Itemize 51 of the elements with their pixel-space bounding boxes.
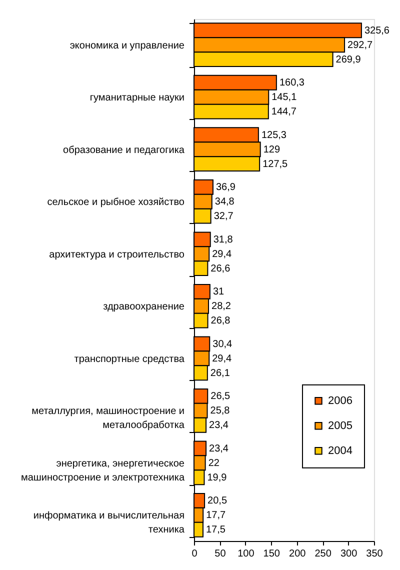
x-tick-label: 350	[366, 548, 384, 560]
x-tick-label: 100	[238, 548, 255, 560]
data-label: 17,7	[206, 510, 226, 522]
data-label: 127,5	[262, 158, 288, 170]
legend-label: 2004	[328, 444, 352, 457]
data-label: 29,4	[212, 248, 232, 260]
data-label: 160,3	[279, 78, 305, 89]
data-label: 23,4	[209, 420, 229, 432]
x-tick-label: 50	[214, 548, 226, 560]
data-label: 36,9	[216, 182, 236, 194]
y-tick-label: здравоохранение	[103, 302, 185, 313]
y-tick-label: образование и педагогика	[63, 144, 185, 156]
y-tick-label: металлургия, машиностроение и металообработка	[32, 406, 185, 432]
data-label: 25,8	[210, 406, 230, 417]
data-label: 34,8	[214, 196, 235, 208]
legend-label: 2005	[328, 420, 352, 432]
data-label: 31,8	[213, 234, 234, 246]
data-label: 19,9	[207, 472, 228, 484]
data-label: 26,5	[210, 391, 231, 402]
data-label: 26,8	[210, 316, 231, 327]
x-tick-label: 300	[340, 548, 358, 560]
data-label: 22	[208, 458, 220, 469]
data-label: 129	[263, 144, 280, 156]
data-label: 29,4	[212, 353, 232, 364]
data-label: 20,5	[208, 496, 228, 507]
y-tick-label: экономика и управление	[70, 40, 185, 52]
data-label: 269,9	[336, 54, 362, 66]
data-label: 28,2	[212, 301, 232, 312]
x-tick-label: 250	[314, 548, 332, 560]
y-tick-label: энергетика, энергетическое машиностроение и электротехника	[20, 458, 185, 484]
data-label: 125,3	[261, 130, 287, 141]
data-label: 30,4	[212, 338, 233, 350]
y-tick-label: гуманитарные науки	[90, 92, 184, 104]
data-label: 325,6	[364, 25, 390, 36]
y-tick-label: информатика и вычислительная техника	[33, 510, 185, 536]
data-label: 144,7	[271, 106, 297, 118]
data-label: 32,7	[214, 211, 234, 222]
data-label: 23,4	[209, 443, 229, 454]
x-tick-label: 200	[289, 548, 306, 560]
data-label: 145,1	[272, 92, 298, 104]
data-label: 17,5	[206, 524, 226, 536]
x-tick-label: 150	[263, 548, 280, 560]
data-label: 31	[212, 286, 225, 298]
y-tick-label: архитектура и строительство	[49, 249, 185, 260]
legend-label: 2006	[328, 394, 352, 407]
data-label: 26,1	[210, 368, 230, 379]
x-tick-label: 0	[192, 548, 198, 560]
y-tick-label: транспортные средства	[74, 354, 185, 365]
y-tick-label: сельское и рыбное хозяйство	[47, 197, 185, 208]
data-label: 26,6	[210, 263, 231, 274]
data-label: 292,7	[348, 40, 373, 51]
